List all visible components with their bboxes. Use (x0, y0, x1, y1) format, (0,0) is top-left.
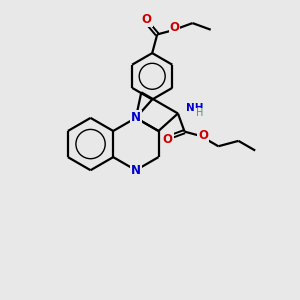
Text: O: O (163, 133, 173, 146)
Text: NH: NH (185, 103, 203, 112)
Text: O: O (198, 129, 208, 142)
Text: N: N (131, 111, 141, 124)
Text: O: O (142, 13, 152, 26)
Text: N: N (131, 164, 141, 177)
Text: O: O (169, 21, 179, 34)
Text: H: H (196, 109, 203, 118)
